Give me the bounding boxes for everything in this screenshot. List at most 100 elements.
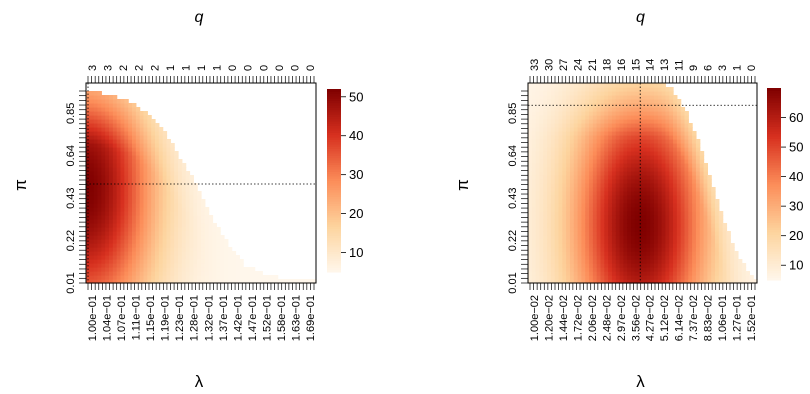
heat-cell [577,251,583,256]
heat-cell [673,227,678,232]
heat-cell [539,271,544,276]
heat-cell [97,219,102,224]
heat-cell [718,271,724,276]
heat-cell [653,143,659,148]
heat-cell [569,135,575,140]
heat-cell [604,251,609,256]
heat-cell [711,223,716,228]
heat-cell [596,131,602,136]
heat-cell [627,131,632,136]
heat-cell [558,275,563,280]
heat-cell [89,255,95,260]
heat-cell [158,139,164,144]
heat-cell [139,159,145,164]
heat-cell [166,159,171,164]
heat-cell [589,83,594,88]
heat-cell [688,251,693,256]
heat-cell [139,135,145,140]
heat-cell [528,259,533,264]
heat-cell [592,131,598,136]
heat-cell [204,235,210,240]
heat-cell [531,243,537,248]
heat-cell [197,279,202,284]
heat-cell [699,227,705,232]
heat-cell [596,235,602,240]
heat-cell [193,195,198,200]
heat-cell [155,175,160,180]
heat-cell [220,267,225,272]
heat-cell [623,187,628,192]
heat-cell [120,171,125,176]
heat-cell [562,147,567,152]
heat-cell [581,143,586,148]
legend-swatch [327,175,341,179]
heat-cell [109,103,114,108]
heat-cell [646,183,651,188]
x-tick-label: 6.14e−02 [674,295,686,341]
heat-cell [185,183,191,188]
heat-cell [208,231,214,236]
heat-cell [197,251,202,256]
heat-cell [93,203,99,208]
heat-cell [227,247,233,252]
heat-cell [711,247,716,252]
heat-cell [715,203,720,208]
heat-cell [592,99,598,104]
top-tick-label: 18 [601,59,613,71]
heat-cell [669,235,674,240]
heat-cell [638,251,644,256]
heat-cell [204,243,210,248]
heat-cell [600,267,605,272]
heat-cell [737,263,743,268]
heat-cell [684,231,689,236]
heat-cell [566,87,571,92]
heat-cell [105,151,110,156]
heat-cell [547,95,552,100]
heat-cell [676,123,682,128]
heat-cell [109,243,114,248]
heat-cell [585,279,590,284]
heat-cell [619,235,625,240]
heat-cell [566,115,571,120]
heat-cell [661,235,666,240]
heat-cell [554,219,560,224]
heat-cell [589,119,594,124]
heat-cell [600,227,605,232]
heat-cell [174,195,179,200]
heat-cell [539,199,544,204]
heat-cell [193,183,198,188]
heat-cell [695,139,701,144]
heat-cell [93,235,99,240]
heat-cell [688,207,693,212]
heat-cell [718,275,724,280]
heat-cell [631,135,636,140]
x-tick-label: 1.07e−01 [116,295,128,341]
heat-cell [711,203,716,208]
heat-cell [193,243,198,248]
legend-tick-label: 20 [349,206,363,221]
heat-cell [650,139,655,144]
heat-cell [89,243,95,248]
heat-cell [615,215,621,220]
heat-cell [676,155,682,160]
heat-cell [734,255,739,260]
heat-cell [270,275,275,280]
heat-cell [143,227,148,232]
heat-cell [547,231,552,236]
heat-cell [695,215,701,220]
heat-cell [528,115,533,120]
heat-cell [703,171,708,176]
heat-cell [627,135,632,140]
heat-cell [170,247,175,252]
heat-cell [105,199,110,204]
heat-cell [661,95,666,100]
heat-cell [528,211,533,216]
legend-swatch [327,249,341,252]
heat-cell [204,223,210,228]
heat-cell [676,139,682,144]
heat-cell [573,263,579,268]
heat-cell [135,119,141,124]
heat-cell [623,123,628,128]
heat-cell [189,271,194,276]
